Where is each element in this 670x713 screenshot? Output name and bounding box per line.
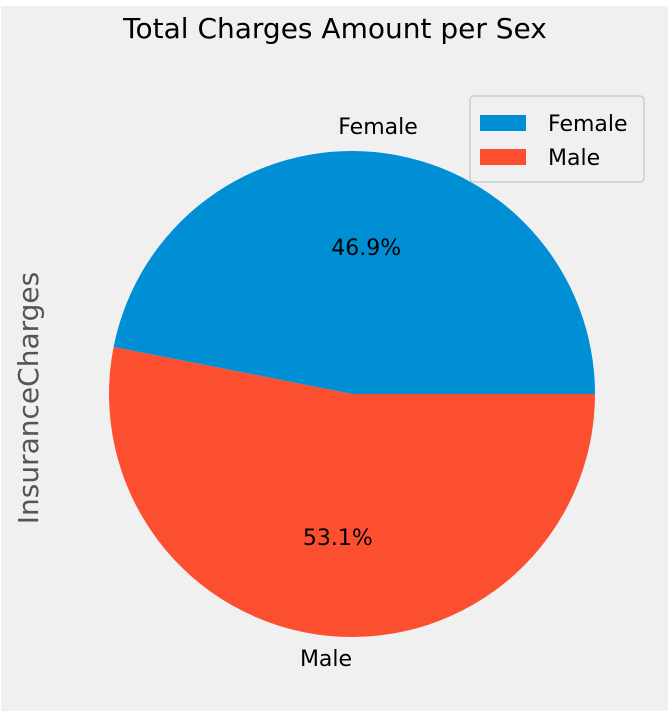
top-clip-strip <box>0 0 670 6</box>
y-axis-label: InsuranceCharges <box>12 272 45 524</box>
legend-swatch-male <box>480 149 526 165</box>
legend-label-male: Male <box>548 146 600 171</box>
chart-title: Total Charges Amount per Sex <box>122 12 547 45</box>
legend[interactable]: Female Male <box>469 95 645 183</box>
pie-slice-female <box>113 151 595 394</box>
pie-category-label-female: Female <box>338 115 418 140</box>
pie-slices <box>108 151 596 638</box>
pie-slice-male <box>108 346 596 638</box>
legend-swatch-female <box>480 115 526 131</box>
pie-category-label-male: Male <box>300 647 352 672</box>
pie-labels: Female 46.9% Male 53.1% <box>300 115 418 672</box>
pie-percent-label-female: 46.9% <box>331 236 401 261</box>
pie-percent-label-male: 53.1% <box>303 526 373 551</box>
legend-label-female: Female <box>548 112 628 137</box>
